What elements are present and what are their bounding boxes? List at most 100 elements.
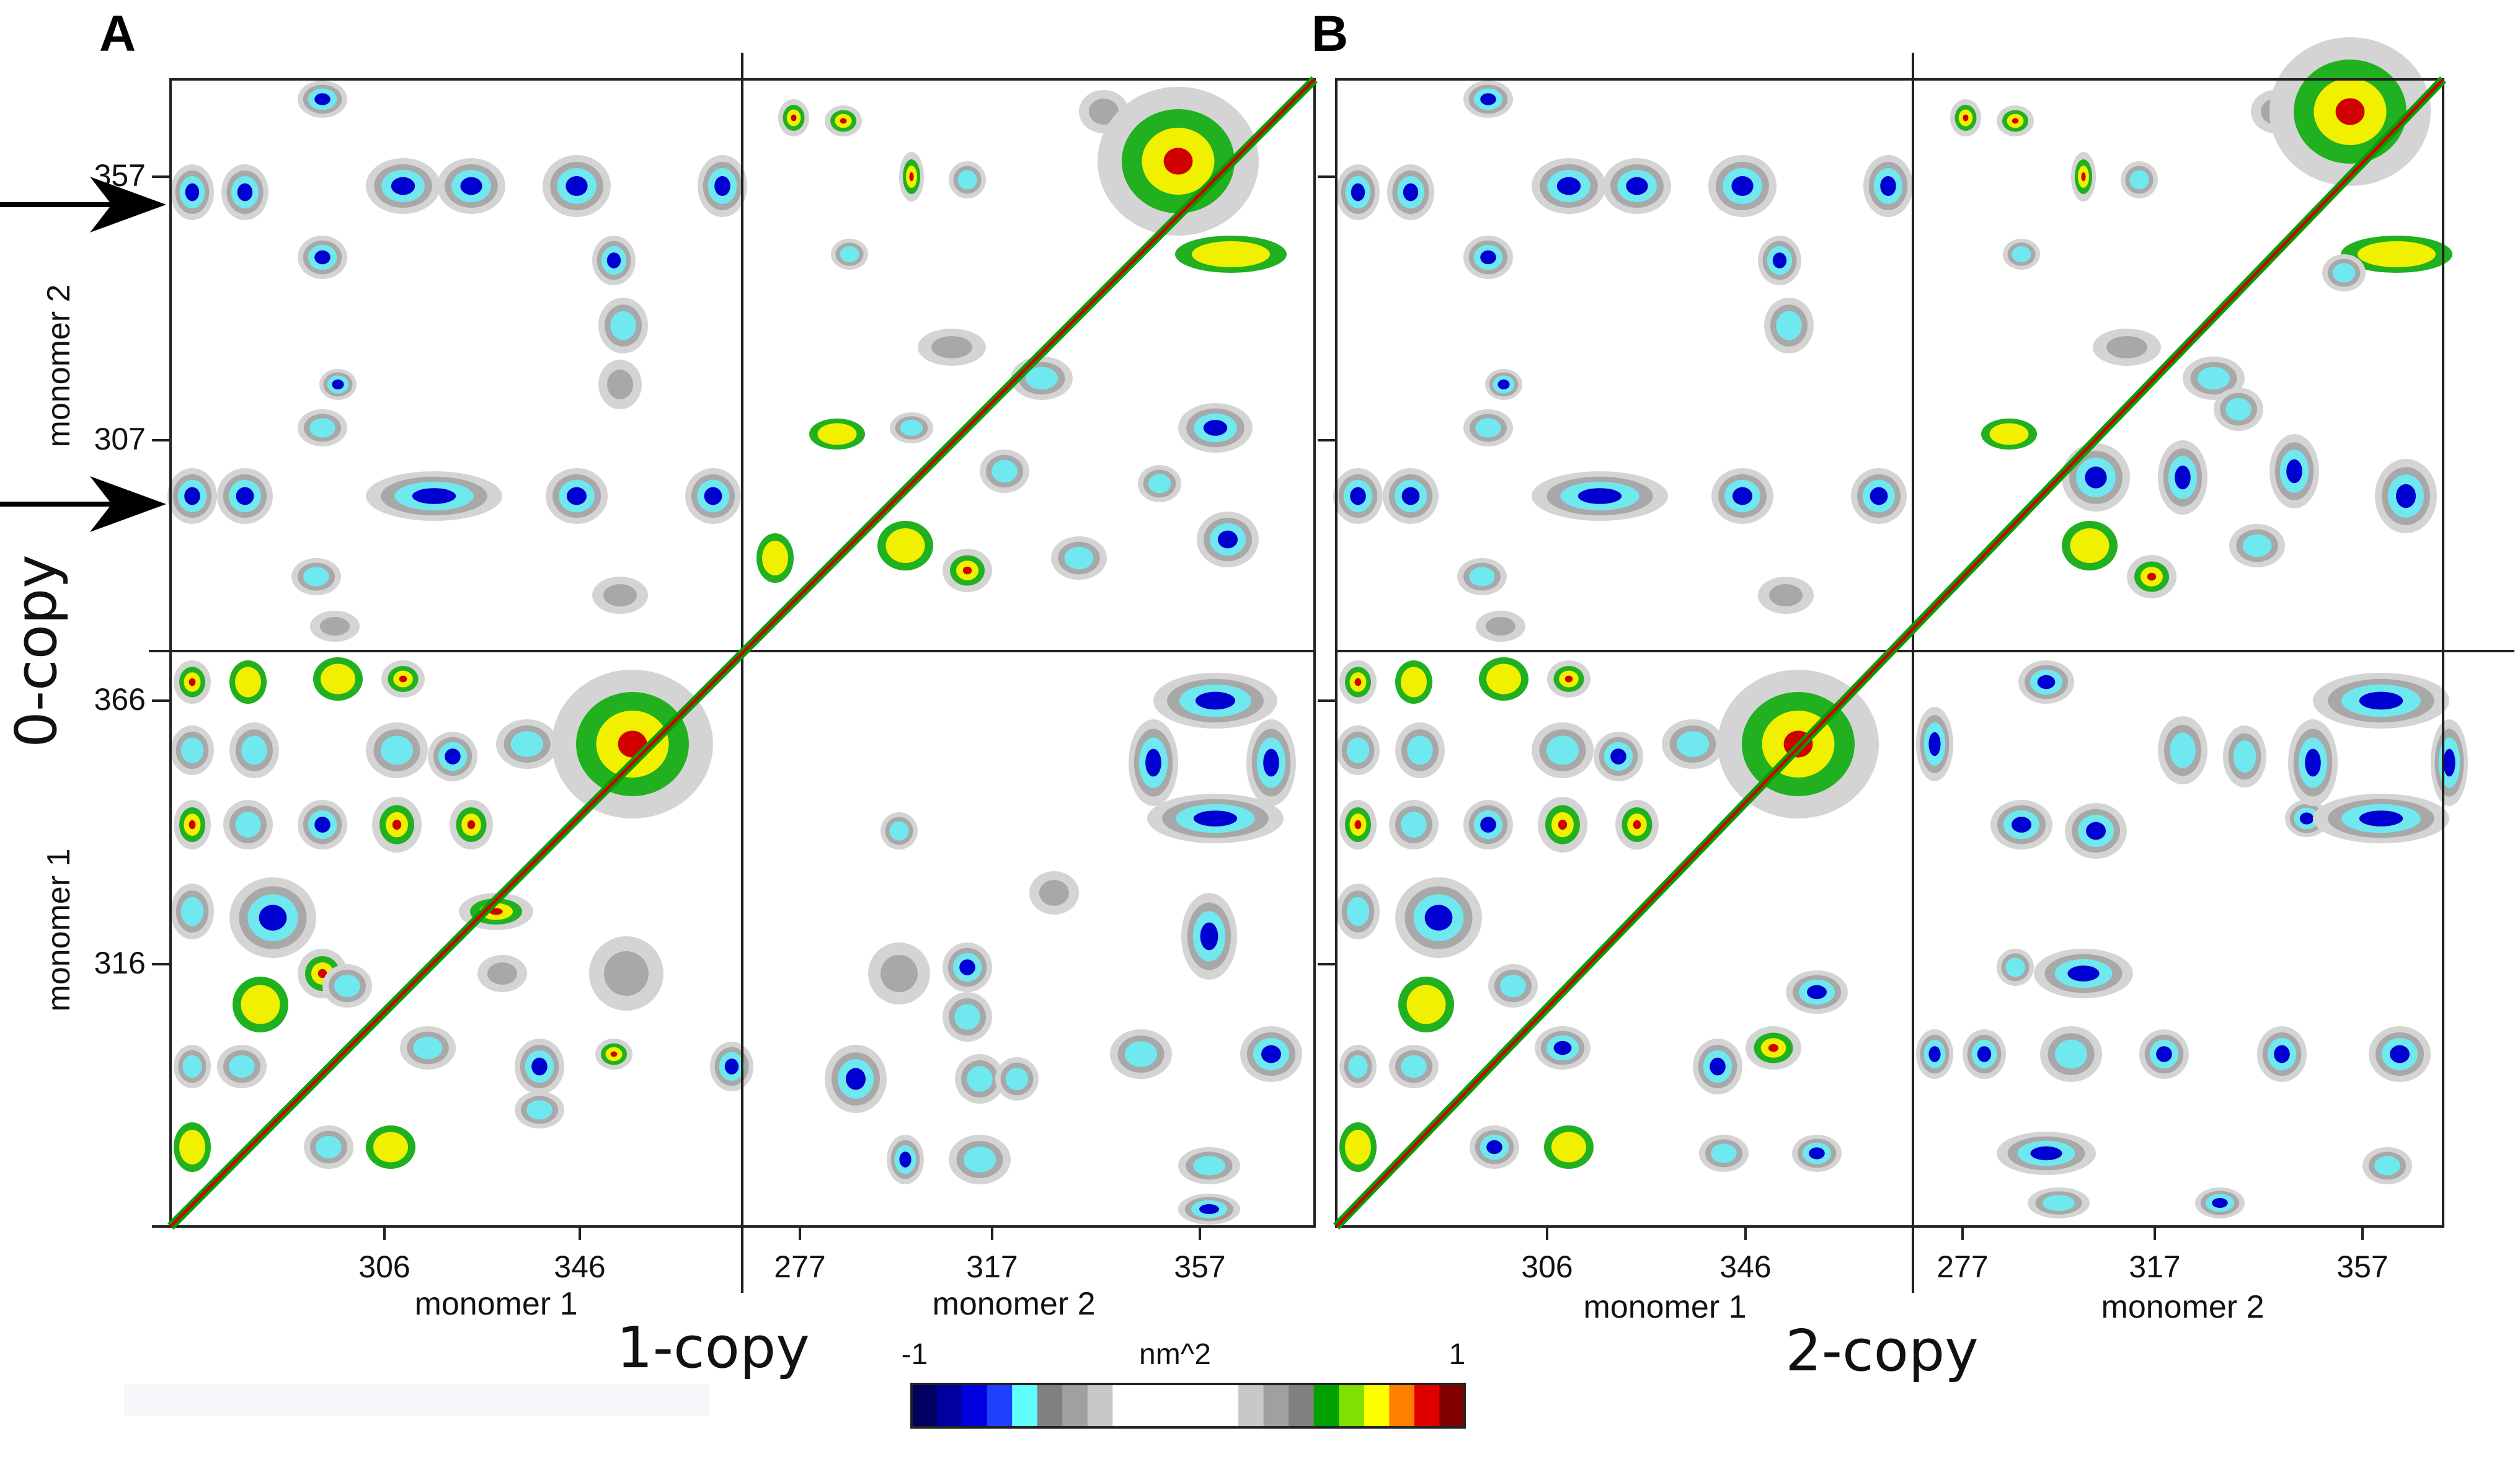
heatmap-blob bbox=[373, 1132, 408, 1163]
colorbar-min-label: -1 bbox=[902, 1338, 928, 1371]
heatmap-blob bbox=[189, 678, 196, 686]
colorbar-cell bbox=[1163, 1384, 1189, 1427]
heatmap-blob bbox=[1354, 820, 1362, 830]
heatmap-blob bbox=[900, 420, 923, 436]
heatmap-blob bbox=[1480, 817, 1496, 833]
left-axis-name-monomer-1: monomer 1 bbox=[41, 849, 77, 1012]
heatmap-blob bbox=[1261, 1045, 1281, 1063]
panel-letter-b: B bbox=[1311, 6, 1348, 62]
heatmap-blob bbox=[1348, 1055, 1368, 1078]
heatmap-blob bbox=[1870, 487, 1888, 505]
colorbar-cell bbox=[1313, 1384, 1339, 1427]
heatmap-blob bbox=[1480, 93, 1496, 105]
heatmap-blob bbox=[1480, 250, 1496, 265]
heatmap-blob bbox=[762, 541, 788, 575]
colorbar-cell bbox=[962, 1384, 988, 1427]
heatmap-blob bbox=[2233, 740, 2256, 773]
heatmap-blob bbox=[332, 379, 344, 389]
heatmap-blob bbox=[334, 974, 360, 998]
heatmap-blob bbox=[967, 1066, 993, 1092]
heatmap-blob bbox=[2335, 98, 2365, 125]
heatmap-blob bbox=[1564, 675, 1573, 683]
copy-label-2-copy: 2-copy bbox=[1785, 1318, 1978, 1384]
colorbar-cell bbox=[912, 1384, 938, 1427]
heatmap-blob bbox=[2274, 1045, 2290, 1063]
heatmap-blob bbox=[2212, 1198, 2228, 1208]
heatmap-blob bbox=[2030, 1146, 2062, 1161]
heatmap-blob bbox=[413, 1036, 443, 1060]
heatmap-blob bbox=[241, 985, 280, 1024]
heatmap-blob bbox=[964, 1147, 996, 1173]
heatmap-blob bbox=[1469, 567, 1495, 587]
heatmap-blob bbox=[962, 566, 972, 575]
heatmap-blob bbox=[1677, 731, 1709, 757]
heatmap-blob bbox=[604, 951, 649, 996]
heatmap-blob bbox=[1807, 985, 1827, 1000]
heatmap-blob bbox=[321, 663, 355, 694]
heatmap-blob bbox=[1401, 487, 1420, 505]
heatmap-blob bbox=[817, 423, 857, 445]
heatmap-blob bbox=[399, 675, 407, 683]
colorbar-cell bbox=[1339, 1384, 1365, 1427]
heatmap-blob bbox=[724, 1058, 739, 1075]
heatmap-blob bbox=[467, 820, 476, 830]
heatmap-blob bbox=[2085, 466, 2107, 489]
colorbar-cell bbox=[1263, 1384, 1289, 1427]
heatmap-blob bbox=[1192, 241, 1270, 267]
tick-label-307-left: 307 bbox=[94, 422, 146, 456]
heatmap-blob bbox=[2129, 170, 2149, 190]
colorbar-cell bbox=[1389, 1384, 1415, 1427]
heatmap-blob bbox=[489, 908, 503, 915]
heatmap-blob bbox=[237, 183, 253, 202]
heatmap-blob bbox=[1633, 820, 1641, 830]
colorbar-frame bbox=[910, 1383, 1466, 1429]
heatmap-blob bbox=[2070, 528, 2110, 563]
copy-label-1-copy: 1-copy bbox=[616, 1315, 809, 1381]
heatmap-blob bbox=[1064, 546, 1094, 570]
heatmap-blob bbox=[180, 897, 204, 926]
heatmap-blob bbox=[2012, 118, 2019, 124]
heatmap-blob bbox=[606, 252, 621, 268]
panel-b-diagonal-core bbox=[1335, 78, 2444, 1228]
arrow-icon-307 bbox=[0, 476, 166, 532]
colorbar-cell bbox=[1213, 1384, 1239, 1427]
tick-label-277-a: 277 bbox=[774, 1249, 825, 1284]
heatmap-blob bbox=[1424, 905, 1453, 931]
heatmap-blob bbox=[180, 737, 204, 763]
heatmap-blob bbox=[1345, 1130, 1371, 1164]
heatmap-blob bbox=[1403, 183, 1419, 202]
heatmap-blob bbox=[1406, 985, 1446, 1024]
colorbar-cell bbox=[987, 1384, 1013, 1427]
bottom-left-faint-bar bbox=[124, 1384, 710, 1416]
panel-b-frame bbox=[1335, 78, 2444, 1228]
colorbar-max-label: 1 bbox=[1449, 1338, 1466, 1371]
arrow-icon-357 bbox=[0, 177, 166, 233]
heatmap-blob bbox=[1005, 1067, 1029, 1091]
heatmap-blob bbox=[1203, 420, 1228, 436]
heatmap-blob bbox=[1551, 1132, 1586, 1163]
heatmap-blob bbox=[1196, 691, 1235, 710]
heatmap-blob bbox=[1475, 418, 1501, 438]
heatmap-blob bbox=[959, 959, 975, 975]
heatmap-blob bbox=[1977, 1046, 1992, 1062]
heatmap-blob bbox=[2005, 957, 2025, 977]
heatmap-blob bbox=[2305, 748, 2321, 777]
colorbar-cell bbox=[936, 1384, 962, 1427]
heatmap-blob bbox=[1354, 678, 1362, 686]
heatmap-blob bbox=[791, 114, 797, 122]
panel-a-diagonal-core bbox=[169, 78, 1316, 1228]
heatmap-blob bbox=[1768, 1044, 1779, 1052]
heatmap-blob bbox=[2037, 675, 2056, 690]
tick-label-317-b: 317 bbox=[2129, 1249, 2180, 1284]
heatmap-blob bbox=[229, 1055, 255, 1078]
heatmap-blob bbox=[1218, 530, 1238, 549]
heatmap-blob bbox=[1546, 735, 1579, 765]
heatmap-blob bbox=[1610, 748, 1626, 765]
heatmap-blob bbox=[840, 118, 847, 124]
heatmap-blob bbox=[1407, 735, 1433, 765]
heatmap-blob bbox=[1880, 176, 1896, 196]
heatmap-blob bbox=[2443, 748, 2456, 777]
heatmap-blob bbox=[610, 311, 636, 340]
heatmap-blob bbox=[1193, 1156, 1225, 1176]
